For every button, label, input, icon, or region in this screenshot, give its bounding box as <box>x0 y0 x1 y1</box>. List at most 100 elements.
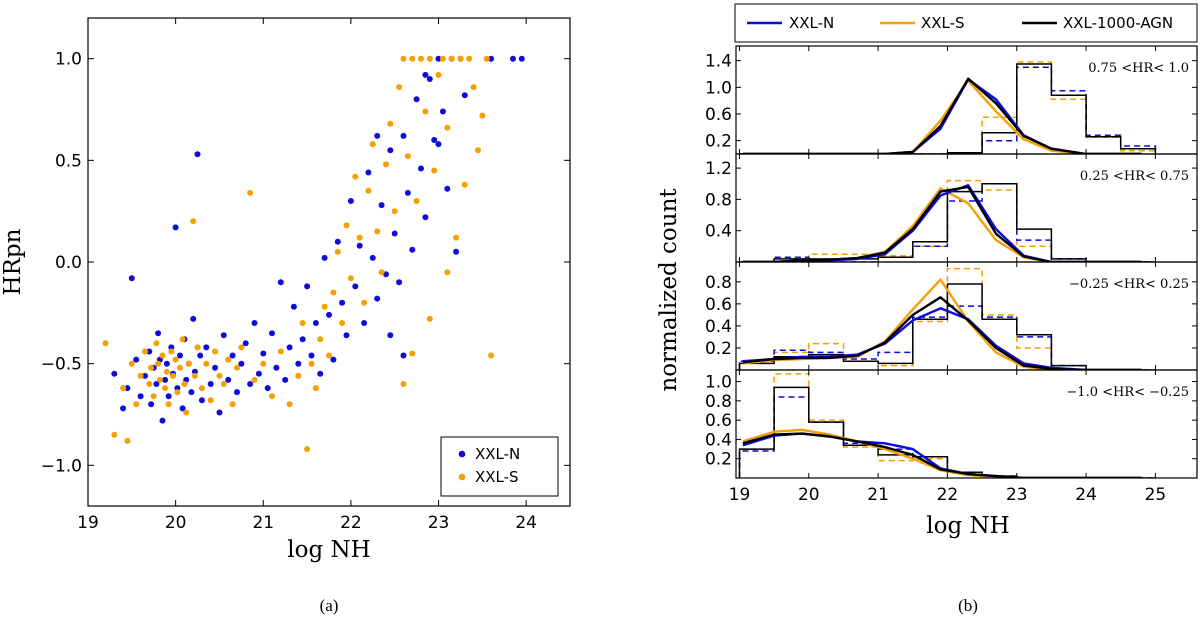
point-xxl-s-9 <box>148 364 155 371</box>
panel-range-label: 0.75 <HR< 1.0 <box>1088 61 1189 76</box>
point-xxl-n-41 <box>242 340 249 347</box>
scatter-legend-label-xxl-s: XXL-S <box>475 468 519 486</box>
point-xxl-s-2 <box>120 385 127 392</box>
point-xxl-n-2 <box>124 385 131 392</box>
point-xxl-n-28 <box>191 368 198 375</box>
point-xxl-n-87 <box>444 185 451 192</box>
point-xxl-s-11 <box>153 340 160 347</box>
x-tick-label: 20 <box>798 485 820 505</box>
point-xxl-s-22 <box>177 364 183 371</box>
point-xxl-s-31 <box>203 360 210 367</box>
point-xxl-n-32 <box>203 344 210 351</box>
point-xxl-n-38 <box>229 352 236 359</box>
point-xxl-n-86 <box>439 108 446 115</box>
point-xxl-n-69 <box>365 169 372 176</box>
x-tick-label: 20 <box>165 513 187 533</box>
x-tick-label: 19 <box>729 485 751 505</box>
point-xxl-n-11 <box>155 330 162 337</box>
legend-label-xxl-n: XXL-N <box>789 14 834 32</box>
scatter-x-axis-label: log NH <box>287 537 370 563</box>
histogram-x-axis-label: log NH <box>926 513 1009 539</box>
point-xxl-s-72 <box>409 55 416 62</box>
caption-a: (a) <box>320 596 339 615</box>
point-xxl-s-58 <box>347 275 354 282</box>
y-tick-label: 0.6 <box>705 105 732 125</box>
point-xxl-n-51 <box>286 344 293 351</box>
histogram-legend: XXL-N XXL-S XXL-1000-AGN <box>734 3 1198 43</box>
scatter-legend-marker-xxl-n <box>458 450 466 458</box>
point-xxl-n-76 <box>396 279 403 286</box>
y-tick-label: 0.0 <box>55 253 82 273</box>
point-xxl-s-27 <box>190 218 197 225</box>
point-xxl-n-52 <box>290 303 297 310</box>
point-xxl-s-66 <box>383 161 389 168</box>
y-tick-label: 0.4 <box>705 222 732 242</box>
point-xxl-n-81 <box>418 165 424 172</box>
curve-xxl-1000-agn <box>742 77 1142 154</box>
point-xxl-s-79 <box>439 55 446 62</box>
hist-panel-2: 0.4 0.8 1.2 0.25 <HR< 0.75 <box>705 153 1198 263</box>
point-xxl-s-45 <box>286 401 293 408</box>
point-xxl-s-85 <box>466 55 473 62</box>
point-xxl-n-60 <box>326 311 332 318</box>
point-xxl-n-68 <box>361 320 368 326</box>
point-xxl-s-37 <box>229 401 236 408</box>
point-xxl-n-5 <box>137 393 144 400</box>
point-xxl-s-25 <box>183 409 190 416</box>
scatter-points <box>102 55 525 453</box>
point-xxl-n-1 <box>120 405 127 412</box>
point-xxl-n-97 <box>374 132 381 139</box>
point-xxl-s-28 <box>191 372 198 379</box>
point-xxl-s-19 <box>170 372 176 379</box>
y-tick-label: 1.0 <box>705 78 732 98</box>
point-xxl-n-77 <box>400 132 407 139</box>
y-tick-label: 0.8 <box>705 273 732 293</box>
point-xxl-s-67 <box>387 120 394 127</box>
scatter-legend-frame <box>440 436 559 497</box>
point-xxl-n-10 <box>153 381 160 387</box>
point-xxl-s-24 <box>181 381 188 387</box>
legend-label-xxl-s: XXL-S <box>921 14 965 32</box>
point-xxl-s-73 <box>413 198 420 204</box>
point-xxl-s-38 <box>234 364 240 371</box>
y-tick-label: 0.5 <box>55 151 82 171</box>
point-xxl-s-15 <box>162 385 169 392</box>
point-xxl-s-56 <box>339 320 346 326</box>
curve-xxl-1000-agn <box>742 185 1142 262</box>
point-xxl-n-61 <box>330 356 337 363</box>
point-xxl-n-46 <box>264 385 271 392</box>
point-xxl-s-14 <box>159 352 166 359</box>
x-tick-label: 19 <box>77 513 99 533</box>
point-xxl-n-50 <box>282 376 289 383</box>
point-xxl-n-16 <box>165 393 172 400</box>
scatter-legend-marker-xxl-s <box>458 473 466 481</box>
point-xxl-s-41 <box>251 376 258 383</box>
point-xxl-s-60 <box>356 234 363 241</box>
point-xxl-n-14 <box>162 376 169 383</box>
point-xxl-n-6 <box>142 372 148 379</box>
point-xxl-n-83 <box>426 76 433 82</box>
y-tick-label: 0.6 <box>705 411 732 431</box>
point-xxl-n-40 <box>238 360 245 367</box>
point-xxl-s-68 <box>391 208 398 215</box>
point-xxl-s-36 <box>225 356 232 363</box>
curve-xxl-1000-agn <box>742 432 1142 478</box>
panel-range-label: −0.25 <HR< 0.25 <box>1069 277 1189 292</box>
point-xxl-n-33 <box>207 381 214 387</box>
point-xxl-n-85 <box>435 55 442 62</box>
point-xxl-s-26 <box>185 360 192 367</box>
panel-range-label: −1.0 <HR< −0.25 <box>1066 385 1189 400</box>
x-tick-label: 24 <box>1075 485 1097 505</box>
point-xxl-n-17 <box>168 344 175 351</box>
point-xxl-s-81 <box>448 55 455 62</box>
y-tick-label: 0.6 <box>705 295 732 315</box>
y-tick-label: 0.4 <box>705 317 732 337</box>
point-xxl-n-26 <box>188 389 195 396</box>
curve-xxl-s <box>742 428 1142 478</box>
point-xxl-n-67 <box>356 242 363 249</box>
point-xxl-n-93 <box>510 55 516 62</box>
point-xxl-s-40 <box>247 189 254 196</box>
point-xxl-n-89 <box>453 248 460 255</box>
point-xxl-s-49 <box>308 360 315 367</box>
hist-xxl-1000-agn <box>739 63 1157 154</box>
